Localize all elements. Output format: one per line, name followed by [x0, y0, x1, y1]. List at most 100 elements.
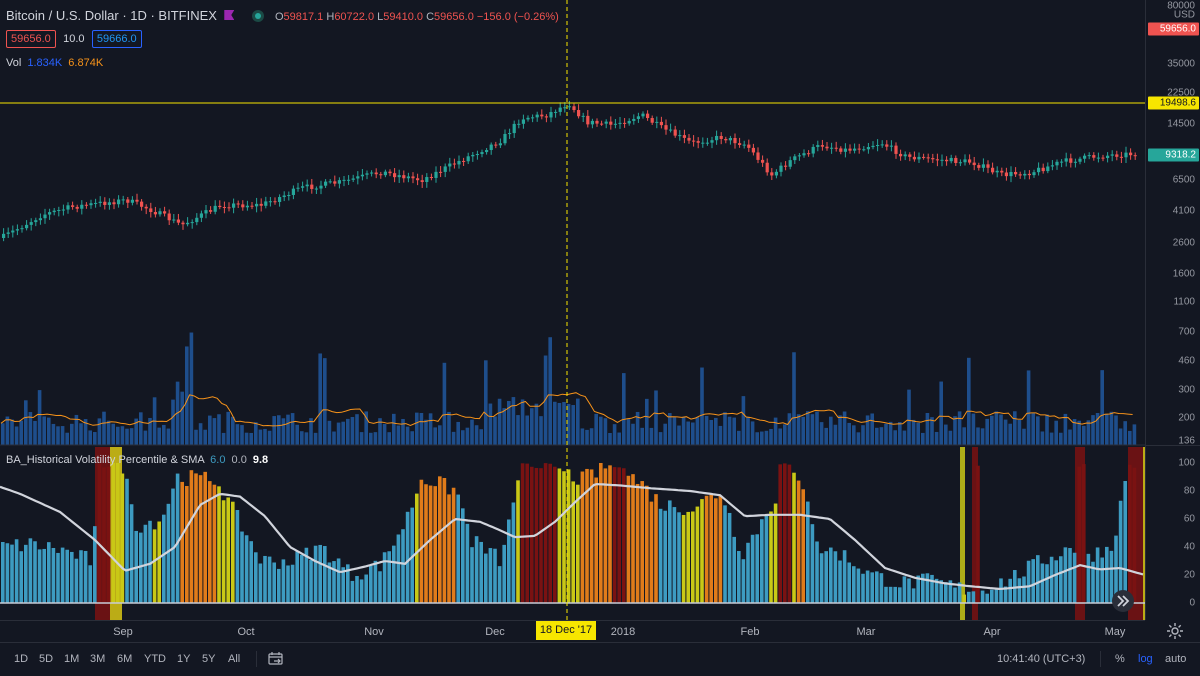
- candle-body: [1119, 156, 1123, 158]
- candle-body: [710, 140, 714, 143]
- volume-bar: [677, 425, 681, 445]
- hvp-bar: [28, 538, 33, 603]
- hvp-bar: [240, 531, 244, 603]
- volume-bar: [171, 399, 175, 445]
- hvp-bar: [323, 546, 327, 603]
- hvp-bar: [681, 514, 686, 603]
- volume-bar: [235, 424, 240, 445]
- volume-bar: [879, 427, 884, 445]
- candle-body: [259, 203, 263, 206]
- open-value: 59817.1: [283, 11, 324, 23]
- scroll-right-icon[interactable]: [1112, 590, 1134, 612]
- volume-bar: [447, 411, 451, 445]
- chart-canvas[interactable]: [0, 0, 1145, 620]
- hvp-bar: [433, 486, 437, 603]
- hvp-bar: [957, 582, 962, 603]
- hvp-bar: [507, 519, 511, 603]
- volume-bar: [382, 423, 387, 445]
- indicator-tick: 60: [1183, 513, 1195, 525]
- hvp-bar: [33, 541, 37, 603]
- range-1d[interactable]: 1D: [14, 653, 29, 665]
- hvp-bar: [171, 488, 175, 603]
- hvp-bar: [741, 559, 746, 603]
- volume-bar: [1086, 420, 1091, 445]
- range-ytd[interactable]: YTD: [144, 653, 166, 665]
- hvp-bar: [1105, 546, 1109, 603]
- candle-body: [830, 147, 834, 149]
- time-axis[interactable]: Sep Oct Nov Dec 18 Dec '17 2018 Feb Mar …: [0, 620, 1145, 643]
- volume-label[interactable]: Vol: [6, 57, 22, 69]
- volume-bar: [870, 413, 874, 445]
- symbol-title[interactable]: Bitcoin / U.S. Dollar · 1D · BITFINEX: [6, 8, 217, 23]
- settings-icon[interactable]: [1166, 622, 1184, 640]
- volume-bar: [336, 422, 341, 445]
- hvp-bar: [714, 498, 718, 603]
- hvp-bar: [1077, 466, 1081, 603]
- volume-bar: [796, 414, 801, 445]
- bid-button[interactable]: 59656.0: [6, 30, 56, 48]
- volume-bar: [1059, 432, 1063, 445]
- candle-body: [135, 199, 139, 202]
- volume-bar: [1003, 419, 1008, 445]
- range-5d[interactable]: 5D: [39, 653, 54, 665]
- hvp-bar: [65, 549, 69, 603]
- candle-body: [696, 141, 700, 143]
- hvp-bar: [921, 573, 925, 603]
- volume-bar: [461, 430, 465, 445]
- hvp-bar: [1086, 553, 1091, 603]
- candle-body: [98, 201, 102, 203]
- range-1m[interactable]: 1M: [64, 653, 80, 665]
- volume-bar: [1072, 419, 1077, 445]
- volume-bar: [208, 415, 212, 445]
- flag-icon[interactable]: [224, 10, 235, 20]
- range-6m[interactable]: 6M: [117, 653, 133, 665]
- candle-body: [908, 154, 912, 157]
- candle-body: [733, 137, 737, 144]
- hvp-bar: [727, 512, 732, 603]
- range-3m[interactable]: 3M: [90, 653, 106, 665]
- range-5y[interactable]: 5Y: [202, 653, 216, 665]
- volume-bar: [985, 418, 989, 445]
- volume-bar: [217, 414, 221, 445]
- hvp-bar: [548, 463, 552, 603]
- volume-bar: [1022, 428, 1026, 445]
- auto-toggle[interactable]: auto: [1165, 653, 1187, 665]
- volume-bar: [921, 432, 925, 445]
- log-toggle[interactable]: log: [1138, 653, 1153, 665]
- volume-bar: [387, 432, 391, 445]
- hvp-bar: [327, 562, 332, 603]
- hvp-bar: [829, 547, 833, 603]
- percent-toggle[interactable]: %: [1115, 653, 1125, 665]
- candle-body: [15, 229, 19, 231]
- volume-bar: [438, 425, 442, 445]
- hvp-bar: [852, 566, 856, 603]
- volume-bar: [129, 428, 134, 445]
- volume-bar: [134, 418, 138, 445]
- volume-bar: [755, 432, 759, 445]
- candle-body: [1115, 154, 1119, 157]
- volume-bar: [33, 420, 37, 445]
- calendar-range-icon[interactable]: [268, 652, 284, 666]
- hvp-bar: [571, 481, 575, 603]
- ask-button[interactable]: 59666.0: [91, 30, 142, 48]
- candle-body: [360, 174, 364, 177]
- hvp-bar: [208, 481, 212, 603]
- price-axis[interactable]: 80000 USD 59656.0 35000 22500 19498.6 14…: [1145, 0, 1200, 620]
- volume-bar: [962, 427, 966, 445]
- hvp-bar: [277, 568, 281, 603]
- volume-bar: [980, 428, 985, 445]
- volume-bar: [286, 414, 290, 445]
- hvp-bar: [654, 494, 658, 603]
- range-all[interactable]: All: [228, 653, 241, 665]
- hvp-bar: [295, 551, 299, 603]
- price-tick: 22500: [1167, 87, 1195, 99]
- clock[interactable]: 10:41:40 (UTC+3): [997, 653, 1086, 665]
- indicator-name[interactable]: BA_Historical Volatility Percentile & SM…: [6, 454, 205, 466]
- hvp-bar: [764, 515, 769, 603]
- candle-body: [1046, 166, 1050, 172]
- range-1y[interactable]: 1Y: [177, 653, 191, 665]
- volume-tick: 460: [1178, 355, 1195, 367]
- hvp-bar: [461, 508, 465, 603]
- hvp-bar: [139, 532, 143, 603]
- candle-body: [333, 181, 337, 184]
